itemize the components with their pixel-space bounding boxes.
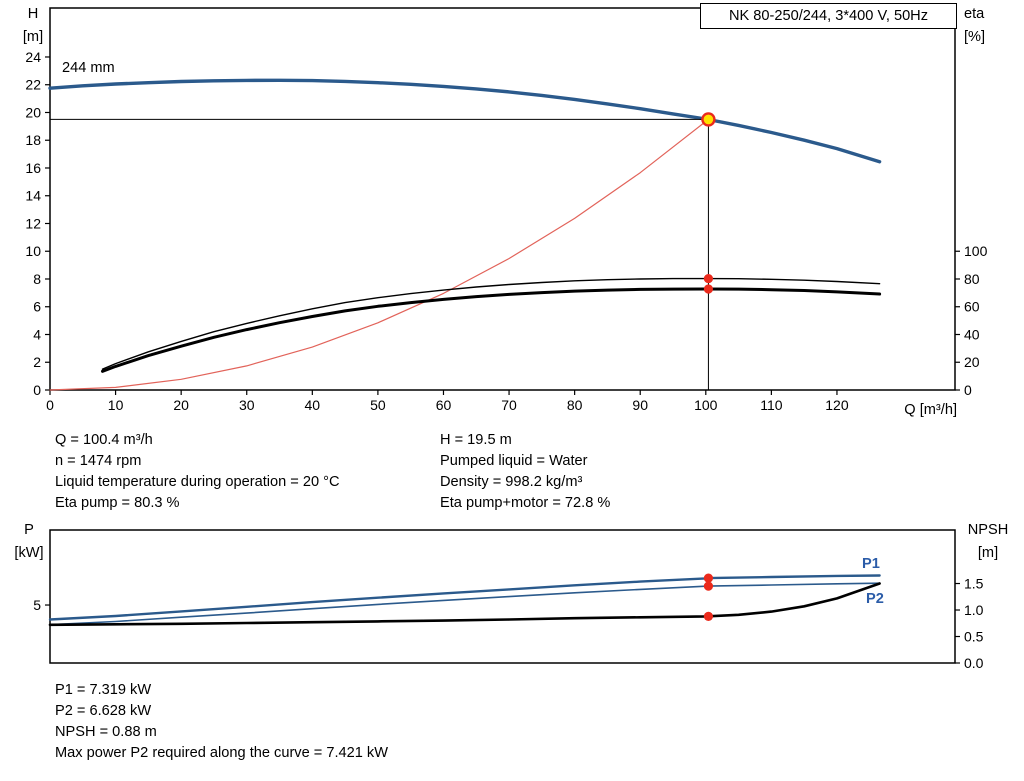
y-left-tick-label: 16 bbox=[25, 160, 41, 176]
x-tick-label: 10 bbox=[108, 397, 124, 413]
x-tick-label: 110 bbox=[760, 397, 783, 413]
p-axis-unit: [kW] bbox=[14, 545, 44, 561]
duty-info-right-column: H = 19.5 m Pumped liquid = Water Density… bbox=[440, 430, 610, 514]
x-tick-label: 100 bbox=[694, 397, 718, 413]
x-tick-label: 20 bbox=[173, 397, 189, 413]
p2-curve bbox=[49, 582, 881, 626]
y-left-tick-label: 18 bbox=[25, 132, 41, 148]
q-axis-label: Q [m³/h] bbox=[904, 402, 957, 418]
info-line-temperature: Liquid temperature during operation = 20… bbox=[55, 474, 340, 490]
x-tick-label: 80 bbox=[567, 397, 583, 413]
y-left-tick-label: 12 bbox=[25, 215, 41, 231]
info-line-npsh: NPSH = 0.88 m bbox=[55, 724, 157, 740]
info-line-q: Q = 100.4 m³/h bbox=[55, 432, 153, 448]
p2-marker bbox=[703, 581, 714, 591]
p1-curve bbox=[48, 574, 881, 621]
y-right-tick-label: 1.0 bbox=[964, 602, 984, 618]
power-info-block: P1 = 7.319 kW P2 = 6.628 kW NPSH = 0.88 … bbox=[55, 680, 388, 764]
npsh-marker bbox=[703, 611, 714, 621]
info-line-h: H = 19.5 m bbox=[440, 432, 512, 448]
x-tick-label: 40 bbox=[305, 397, 321, 413]
y-left-tick-label: 2 bbox=[33, 354, 41, 370]
x-tick-label: 30 bbox=[239, 397, 255, 413]
y-left-tick-label: 20 bbox=[25, 104, 41, 120]
y-left-tick-label: 0 bbox=[33, 382, 41, 398]
y-right-tick-label: 1.5 bbox=[964, 576, 984, 592]
p-axis-label: P bbox=[24, 522, 34, 538]
info-line-speed: n = 1474 rpm bbox=[55, 453, 142, 469]
info-line-p2: P2 = 6.628 kW bbox=[55, 703, 152, 719]
p1-curve-label: P1 bbox=[862, 556, 880, 572]
eta-axis-label: eta bbox=[964, 6, 985, 22]
p1-marker bbox=[703, 573, 714, 583]
y-right-tick-label: 20 bbox=[964, 354, 980, 370]
eta-pump-motor-marker bbox=[703, 284, 714, 294]
eta-pump-marker bbox=[703, 273, 714, 284]
info-line-eta-pump-motor: Eta pump+motor = 72.8 % bbox=[440, 495, 611, 511]
info-line-density: Density = 998.2 kg/m³ bbox=[440, 474, 583, 490]
y-right-tick-label: 0.0 bbox=[964, 655, 984, 671]
h-axis-label: H bbox=[27, 6, 39, 22]
info-line-max-power: Max power P2 required along the curve = … bbox=[55, 745, 388, 761]
h-axis-unit: [m] bbox=[22, 29, 44, 45]
y-left-tick-label: 22 bbox=[25, 77, 41, 93]
npsh-axis-label: NPSH bbox=[967, 522, 1009, 538]
eta-pump-motor-curve bbox=[101, 287, 882, 373]
eta-axis-unit: [%] bbox=[964, 29, 986, 45]
impeller-size-label: 244 mm bbox=[62, 60, 115, 76]
y-left-tick-label: 24 bbox=[25, 49, 41, 65]
y-right-tick-label: 40 bbox=[964, 326, 980, 342]
x-tick-label: 0 bbox=[46, 397, 54, 413]
duty-info-left-column: Q = 100.4 m³/h n = 1474 rpm Liquid tempe… bbox=[55, 430, 340, 514]
y-left-tick-label: 4 bbox=[33, 326, 41, 342]
y-right-tick-label: 60 bbox=[964, 299, 980, 315]
y-left-tick-label: 14 bbox=[25, 188, 41, 204]
y-right-tick-label: 0.5 bbox=[964, 629, 984, 645]
x-tick-label: 60 bbox=[436, 397, 452, 413]
plot-frame bbox=[49, 529, 956, 664]
pump-title: NK 80-250/244, 3*400 V, 50Hz bbox=[700, 3, 957, 29]
y-right-tick-label: 80 bbox=[964, 271, 980, 287]
eta-pump-curve bbox=[101, 277, 881, 370]
qh-chart: 0 10 20 30 40 50 60 70 80 90 100 110 120024681012141… bbox=[25, 7, 988, 413]
duty-point-marker bbox=[701, 112, 716, 127]
x-tick-label: 50 bbox=[370, 397, 386, 413]
info-line-liquid: Pumped liquid = Water bbox=[440, 453, 588, 469]
x-tick-label: 70 bbox=[501, 397, 517, 413]
npsh-curve bbox=[48, 582, 881, 627]
plot-frame bbox=[49, 7, 956, 391]
x-tick-label: 90 bbox=[632, 397, 648, 413]
y-right-tick-label: 100 bbox=[964, 243, 988, 259]
info-line-p1: P1 = 7.319 kW bbox=[55, 682, 152, 698]
y-left-tick-label: 6 bbox=[33, 299, 41, 315]
info-line-eta-pump: Eta pump = 80.3 % bbox=[55, 495, 180, 511]
qh-curve-244mm bbox=[48, 78, 882, 164]
p2-curve-label: P2 bbox=[866, 591, 884, 607]
y-left-tick-label: 8 bbox=[33, 271, 41, 287]
y-left-tick-label: 10 bbox=[25, 243, 41, 259]
y-right-tick-label: 0 bbox=[964, 382, 972, 398]
system-curve bbox=[49, 118, 710, 391]
y-left-tick-label: 5 bbox=[33, 597, 41, 613]
power-npsh-chart: 5 0.0 0.5 1.0 1.5 bbox=[33, 529, 984, 671]
npsh-axis-unit: [m] bbox=[977, 545, 999, 561]
x-tick-label: 120 bbox=[825, 397, 849, 413]
